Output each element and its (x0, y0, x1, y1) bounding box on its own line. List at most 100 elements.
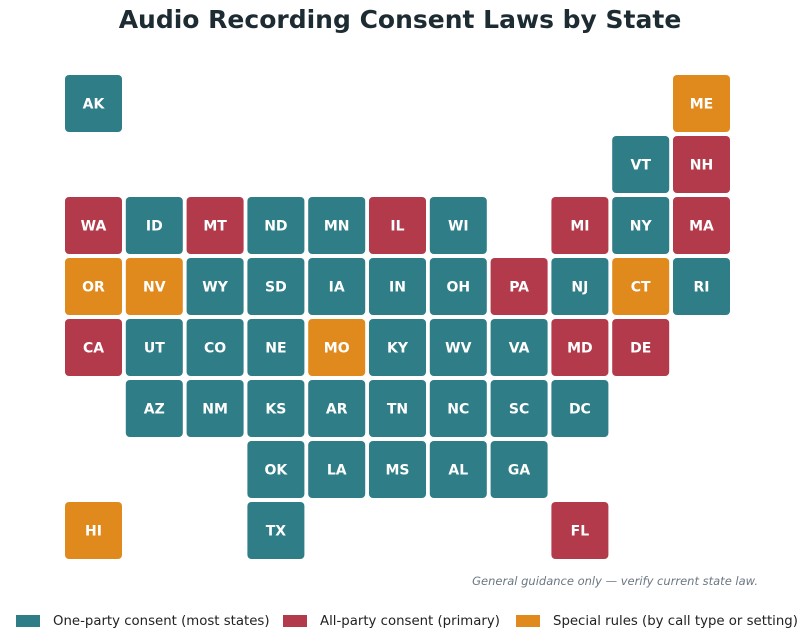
state-tile-rect-la (308, 441, 366, 498)
state-label-ny: NY (630, 219, 653, 235)
state-tile-rect-wy (186, 258, 244, 315)
state-tile-ut: UT (125, 319, 183, 376)
state-tile-rect-il (369, 197, 426, 254)
state-tile-rect-ri (673, 258, 730, 315)
state-label-id: ID (146, 219, 163, 235)
state-label-in: IN (389, 280, 406, 296)
state-label-ok: OK (265, 463, 289, 479)
state-tile-az: AZ (125, 380, 183, 437)
state-tile-wi: WI (429, 197, 487, 254)
state-tile-ia: IA (308, 258, 366, 315)
state-label-wa: WA (81, 219, 107, 235)
state-label-va: VA (509, 341, 530, 357)
state-tile-rect-ky (369, 319, 426, 376)
legend-label-one-party: One-party consent (most states) (53, 613, 270, 629)
legend-swatch-one-party (16, 615, 40, 627)
state-tile-sc: SC (490, 380, 548, 437)
state-tile-rect-az (125, 380, 183, 437)
state-label-nh: NH (690, 158, 713, 174)
state-tile-rect-de (612, 319, 670, 376)
state-label-tn: TN (387, 402, 408, 418)
state-tile-rect-co (186, 319, 244, 376)
legend-item-one-party: One-party consent (most states) (16, 610, 270, 632)
state-label-nm: NM (202, 402, 228, 418)
state-tile-rect-ga (490, 441, 548, 498)
state-tile-va: VA (490, 319, 548, 376)
state-tile-rect-tn (369, 380, 426, 437)
state-tile-rect-mt (186, 197, 244, 254)
state-tile-id: ID (125, 197, 183, 254)
state-tile-rect-id (125, 197, 183, 254)
state-label-ne: NE (265, 341, 286, 357)
state-tile-nd: ND (247, 197, 305, 254)
state-tile-rect-mn (308, 197, 366, 254)
state-label-hi: HI (85, 524, 102, 540)
state-tile-rect-in (369, 258, 426, 315)
state-tile-rect-ms (369, 441, 426, 498)
state-label-me: ME (690, 97, 714, 113)
state-tile-rect-oh (429, 258, 487, 315)
state-tile-ct: CT (612, 258, 670, 315)
state-tile-nj: NJ (551, 258, 609, 315)
state-tile-rect-mi (551, 197, 609, 254)
state-label-md: MD (567, 341, 593, 357)
chart-title: Audio Recording Consent Laws by State (118, 5, 682, 34)
state-label-de: DE (630, 341, 651, 357)
legend-label-all-party: All-party consent (primary) (320, 613, 500, 629)
state-tile-rect-ks (247, 380, 305, 437)
state-tile-rect-vt (612, 136, 670, 193)
state-tile-rect-ne (247, 319, 305, 376)
state-tile-fl: FL (551, 502, 609, 559)
state-label-ks: KS (265, 402, 286, 418)
tiles-layer: AK ME VT NH WA ID MT ND MN IL WI MI NY MA OR NV WY SD IA IN… (65, 75, 730, 559)
state-tile-la: LA (308, 441, 366, 498)
state-tile-rect-al (429, 441, 487, 498)
state-label-ca: CA (83, 341, 104, 357)
state-tile-vt: VT (612, 136, 670, 193)
state-tile-rect-va (490, 319, 548, 376)
state-label-wy: WY (202, 280, 228, 296)
state-label-pa: PA (509, 280, 529, 296)
state-tile-rect-tx (247, 502, 305, 559)
state-label-oh: OH (446, 280, 470, 296)
state-tile-rect-ct (612, 258, 670, 315)
state-tile-rect-nc (429, 380, 487, 437)
state-tile-ca: CA (65, 319, 122, 376)
state-label-mt: MT (203, 219, 227, 235)
legend-item-all-party: All-party consent (primary) (283, 610, 500, 632)
state-tile-tn: TN (369, 380, 426, 437)
state-tile-rect-ia (308, 258, 366, 315)
state-tile-de: DE (612, 319, 670, 376)
state-tile-rect-ok (247, 441, 305, 498)
state-tile-rect-mo (308, 319, 366, 376)
state-tile-me: ME (673, 75, 730, 132)
state-label-fl: FL (571, 524, 590, 540)
state-label-nj: NJ (571, 280, 588, 296)
state-label-vt: VT (631, 158, 652, 174)
state-tile-rect-nm (186, 380, 244, 437)
state-tile-ks: KS (247, 380, 305, 437)
state-tile-ga: GA (490, 441, 548, 498)
state-tile-rect-nd (247, 197, 305, 254)
state-label-ar: AR (326, 402, 348, 418)
state-tile-rect-md (551, 319, 609, 376)
state-label-ak: AK (83, 97, 106, 113)
state-label-nv: NV (143, 280, 166, 296)
state-tile-rect-pa (490, 258, 548, 315)
state-tile-rect-ca (65, 319, 122, 376)
state-tile-ri: RI (673, 258, 730, 315)
legend: One-party consent (most states) All-part… (0, 610, 800, 632)
state-tile-ok: OK (247, 441, 305, 498)
state-label-il: IL (390, 219, 404, 235)
state-label-ma: MA (689, 219, 714, 235)
state-tile-tx: TX (247, 502, 305, 559)
state-tile-ms: MS (369, 441, 426, 498)
legend-swatch-special-rules (516, 615, 540, 627)
state-label-tx: TX (266, 524, 287, 540)
state-tile-ma: MA (673, 197, 730, 254)
state-tile-rect-or (65, 258, 122, 315)
state-label-wv: WV (445, 341, 471, 357)
state-tile-ar: AR (308, 380, 366, 437)
legend-label-special-rules: Special rules (by call type or setting) (553, 613, 798, 629)
state-label-co: CO (204, 341, 226, 357)
